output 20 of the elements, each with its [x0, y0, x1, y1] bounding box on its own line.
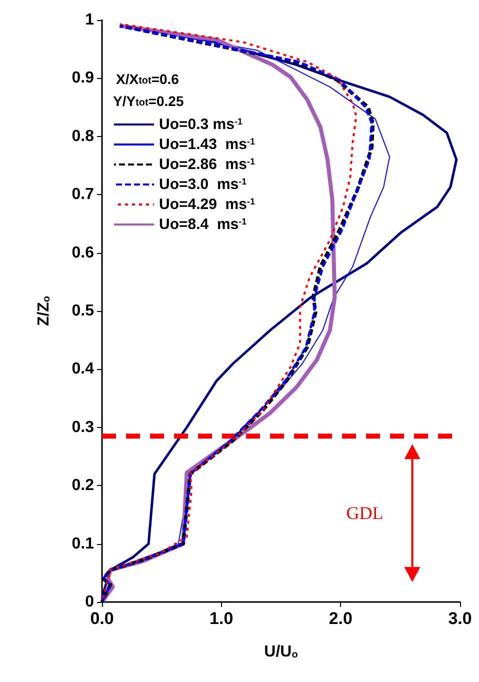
x-tick-label: 2.0: [328, 609, 352, 628]
y-tick-label: 0.8: [72, 128, 94, 145]
x-tick-label: 1.0: [210, 609, 234, 628]
y-tick-label: 1: [85, 12, 94, 28]
annotation: GDL: [346, 503, 384, 524]
y-tick-label: 0.7: [72, 186, 94, 204]
y-tick-label: 0.5: [72, 302, 94, 320]
y-tick-label: 0.4: [72, 360, 94, 378]
y-tick-label: 0.3: [72, 418, 94, 436]
y-tick-label: 0.2: [72, 477, 94, 494]
y-tick-label: 0: [85, 594, 94, 610]
y-tick-label: 0.9: [72, 70, 94, 87]
annotation: Y/Ytot=0.25: [113, 93, 184, 109]
x-axis-title: U/Uo: [264, 644, 298, 660]
annotation: X/Xtot=0.6: [116, 71, 180, 87]
y-tick-label: 0.6: [72, 244, 94, 262]
x-tick-label: 3.0: [448, 609, 472, 628]
y-tick-label: 0.1: [72, 535, 94, 552]
x-tick-label: 0.0: [90, 609, 114, 628]
y-axis-title: Z/Zo: [36, 296, 52, 326]
